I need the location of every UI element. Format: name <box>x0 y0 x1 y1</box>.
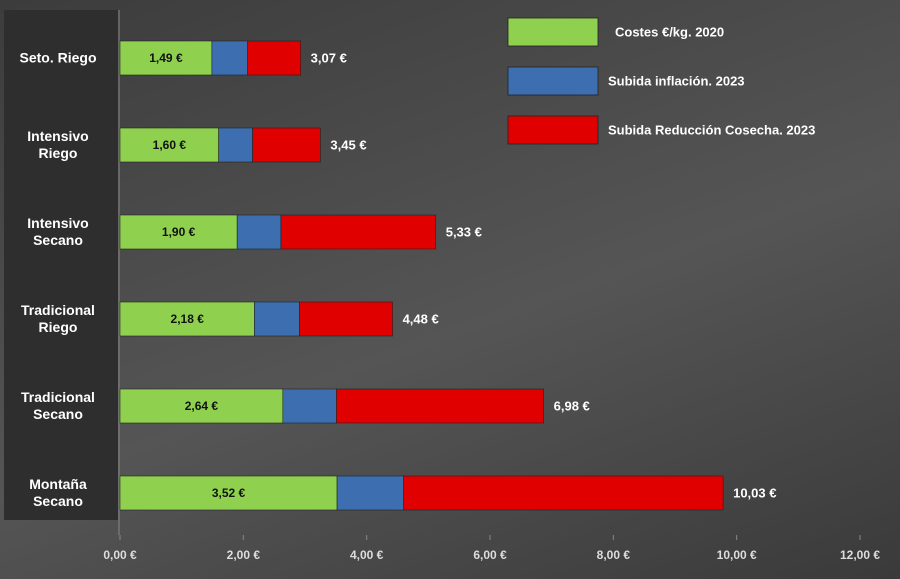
value-label: 3,52 € <box>212 486 246 500</box>
category-label: Tradicional Riego <box>21 302 95 335</box>
total-label: 3,45 € <box>330 137 366 152</box>
bar-segment <box>236 214 282 250</box>
bar-segment <box>336 388 544 424</box>
value-label: 1,90 € <box>162 225 196 239</box>
legend-label: Subida Reducción Cosecha. 2023 <box>608 122 815 137</box>
bar-segment <box>119 127 219 163</box>
total-label: 5,33 € <box>446 224 482 239</box>
category-panel <box>4 10 118 520</box>
bar-segment <box>299 301 393 337</box>
x-tick-label: 10,00 € <box>717 548 757 562</box>
category-label: Tradicional Secano <box>21 389 95 422</box>
bar-segment <box>211 40 248 76</box>
x-tick-label: 6,00 € <box>473 548 507 562</box>
x-tick-label: 12,00 € <box>840 548 880 562</box>
bar-segment <box>252 127 321 163</box>
total-label: 3,07 € <box>311 50 347 65</box>
value-label: 2,18 € <box>171 312 205 326</box>
bar-segment <box>336 475 404 511</box>
value-label: 1,49 € <box>149 51 183 65</box>
category-label: Seto. Riego <box>19 49 97 66</box>
legend-label: Subida inflación. 2023 <box>608 73 745 88</box>
legend-label: Costes €/kg. 2020 <box>615 24 724 39</box>
bar-segment <box>119 214 238 250</box>
x-tick-label: 2,00 € <box>227 548 261 562</box>
legend-swatch <box>507 66 599 96</box>
bar-segment <box>119 40 213 76</box>
bar-segment <box>119 475 338 511</box>
total-label: 10,03 € <box>733 485 776 500</box>
bar-segment <box>247 40 301 76</box>
category-label: Intensivo Riego <box>27 128 89 161</box>
total-label: 6,98 € <box>554 398 590 413</box>
value-label: 1,60 € <box>153 138 187 152</box>
category-label: Intensivo Secano <box>27 215 89 248</box>
x-tick-label: 4,00 € <box>350 548 384 562</box>
category-label: Montaña Secano <box>29 476 87 509</box>
total-label: 4,48 € <box>403 311 439 326</box>
bar-segment <box>254 301 300 337</box>
x-tick-label: 0,00 € <box>103 548 137 562</box>
bar-segment <box>218 127 253 163</box>
value-label: 2,64 € <box>185 399 219 413</box>
bar-segment <box>280 214 437 250</box>
x-tick-label: 8,00 € <box>597 548 631 562</box>
bar-segment <box>282 388 337 424</box>
legend-swatch <box>507 115 599 145</box>
legend-swatch <box>507 17 599 47</box>
bar-segment <box>403 475 724 511</box>
